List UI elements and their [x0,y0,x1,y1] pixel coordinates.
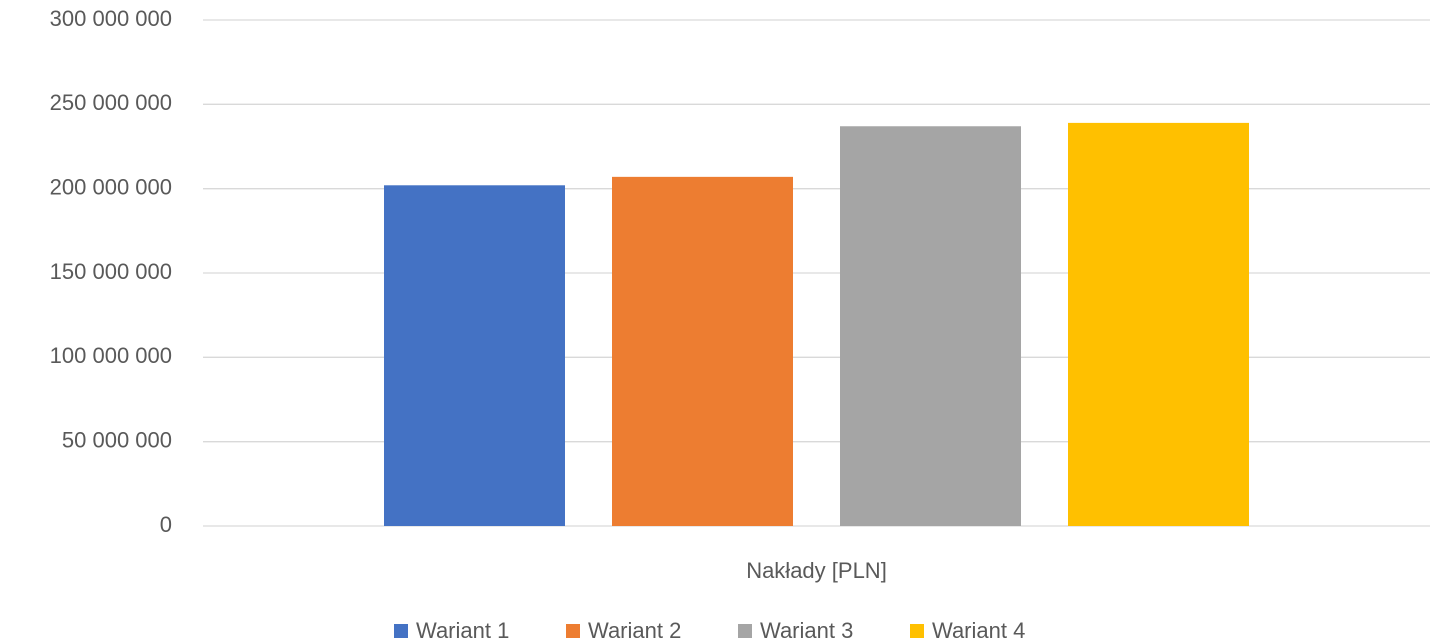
legend-label: Wariant 1 [416,618,509,643]
bar [612,176,793,527]
bar [840,126,1021,526]
legend-swatch [566,624,580,638]
legend-label: Wariant 3 [760,618,853,643]
y-tick-label: 100 000 000 [50,343,172,368]
y-tick-label: 200 000 000 [50,174,172,199]
y-tick-label: 50 000 000 [62,427,172,452]
legend-swatch [738,624,752,638]
legend-label: Wariant 4 [932,618,1025,643]
y-tick-label: 300 000 000 [50,6,172,31]
y-tick-label: 0 [160,512,172,537]
y-tick-label: 250 000 000 [50,90,172,115]
legend-swatch [910,624,924,638]
bar [1068,122,1249,527]
legend-swatch [394,624,408,638]
x-tick-label: Nakłady [PLN] [746,558,887,583]
y-tick-label: 150 000 000 [50,259,172,284]
bar [384,185,565,526]
legend-label: Wariant 2 [588,618,681,643]
